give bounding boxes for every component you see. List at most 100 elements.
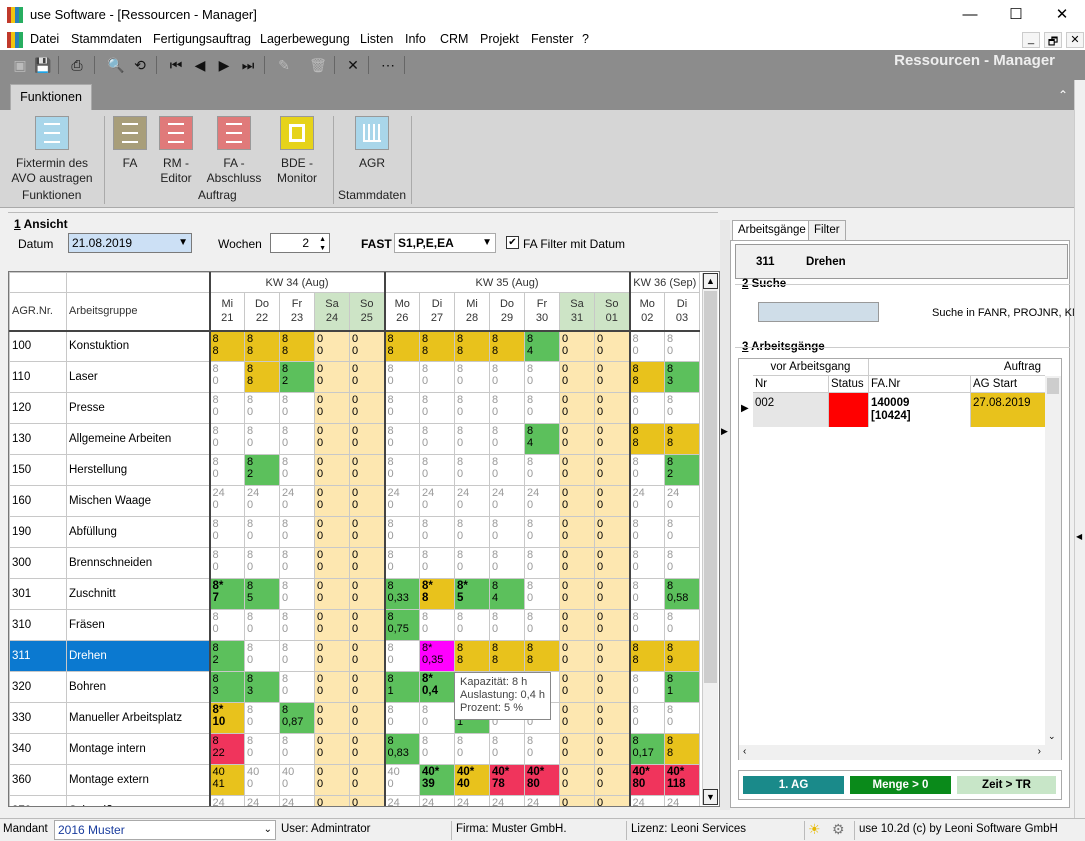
search-icon[interactable]: 🔍 [107,57,125,73]
bde-monitor-button[interactable]: BDE - Monitor [272,116,322,186]
rm-editor-button[interactable]: RM - Editor [155,116,197,186]
capacity-cell[interactable]: 00 [594,795,630,806]
grid-scrollbar[interactable]: ▲ ▼ [702,273,718,805]
capacity-cell[interactable]: 240 [279,795,315,806]
cancel-icon[interactable]: ✕ [347,57,359,73]
tab-filter[interactable]: Filter [808,220,846,240]
mdi-restore-button[interactable]: 🗗 [1044,32,1062,48]
capacity-cell[interactable]: 40* 118 [664,764,700,796]
menu-fenster[interactable]: Fenster [531,32,574,46]
menu-projekt[interactable]: Projekt [480,32,519,46]
capacity-cell[interactable]: 40* 80 [524,764,560,796]
capacity-cell[interactable]: 8 0,83 [383,733,420,765]
column-header-arbeitsgruppe[interactable]: Arbeitsgruppe [66,292,210,332]
table-row[interactable]: 300 Brennschneiden 8 0 8 0 8 0 0 0 0 0 8 0 8 0 8 0 8 0 8 0 0 0 0… [9,547,700,579]
capacity-cell[interactable]: 40 0 [383,764,420,796]
menu-crm[interactable]: CRM [440,32,469,46]
last-record-icon[interactable]: ⏭ [241,57,255,73]
menge-button[interactable]: Menge > 0 [850,776,951,794]
menu-stammdaten[interactable]: Stammdaten [71,32,142,46]
capacity-cell[interactable]: 240 [208,795,245,806]
scroll-up-icon[interactable]: ▲ [703,273,718,289]
menu-info[interactable]: Info [405,32,426,46]
table-row[interactable]: 301 Zuschnitt 8* 7 8 5 8 0 0 0 0 0 8 0,33 8* 8 8* 5 8 4 8 0 0 0… [9,578,700,610]
delete-icon[interactable]: 🗑 [309,57,327,73]
new-record-icon[interactable]: ▣ [13,57,27,73]
capacity-cell[interactable]: 240 [489,795,525,806]
capacity-cell[interactable]: 8* 5 [454,578,490,610]
scroll-right-icon[interactable]: › [1037,746,1041,757]
table-row[interactable]: 120 Presse 8 0 8 0 8 0 0 0 0 0 8 0 8 0 8 0 8 0 8 0 0 0 0 0 8 0 8 0 [9,392,700,424]
scroll-down-icon[interactable]: ▼ [703,789,718,805]
capacity-cell[interactable]: 40* 78 [489,764,525,796]
list-scrollbar[interactable]: ⌄ [1045,376,1061,760]
more-icon[interactable]: ⋯ [381,57,395,73]
capacity-cell[interactable]: 8 0,17 [628,733,665,765]
capacity-cell[interactable]: 40* 80 [628,764,665,796]
capacity-cell[interactable]: 40* 40 [454,764,490,796]
close-button[interactable]: ✕ [1055,6,1069,23]
